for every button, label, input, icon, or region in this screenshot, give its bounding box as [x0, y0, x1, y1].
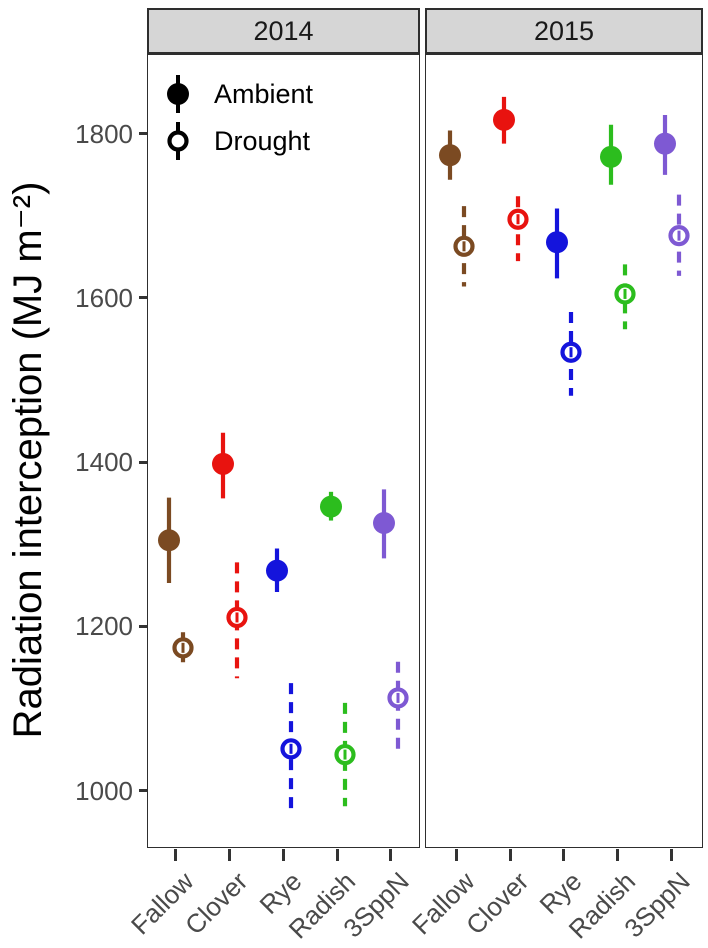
facet-strip-label: 2015 — [533, 15, 595, 46]
point-2014-3sppn-ambient — [373, 512, 395, 535]
facet-strip-label: 2014 — [253, 15, 314, 46]
legend-label-drought: Drought — [214, 125, 311, 156]
y-tick-mark — [139, 296, 147, 300]
y-tick-label: 1000 — [75, 775, 133, 806]
y-tick-label: 1200 — [75, 611, 133, 642]
point-2015-3sppn-ambient — [654, 132, 676, 155]
point-2015-radish-ambient — [600, 145, 622, 168]
facet-panel-2015 — [425, 54, 703, 848]
point-2014-fallow-ambient — [158, 529, 180, 552]
y-tick-mark — [139, 132, 147, 136]
facet-strip-2015: 2015 — [425, 8, 703, 54]
x-tick-mark — [561, 849, 565, 861]
point-2015-clover-ambient — [493, 108, 515, 131]
facet-panel-2014 — [147, 54, 420, 848]
x-tick-mark — [335, 849, 339, 861]
x-tick-mark — [615, 849, 619, 861]
x-tick-mark — [173, 849, 177, 861]
legend-item-drought: Drought — [163, 117, 310, 165]
x-tick-mark — [508, 849, 512, 861]
point-2014-radish-ambient — [320, 495, 342, 518]
ambient-pointrange-icon — [167, 75, 189, 113]
x-tick-label: Fallow — [405, 866, 481, 941]
y-tick-mark — [139, 624, 147, 628]
legend-item-ambient: Ambient — [163, 70, 313, 118]
x-tick-mark — [669, 849, 673, 861]
x-tick-mark — [281, 849, 285, 861]
panel-svg-2014 — [158, 432, 409, 813]
x-tick-label: Fallow — [124, 866, 200, 941]
y-tick-label: 1600 — [75, 282, 133, 313]
y-tick-label: 1800 — [75, 118, 133, 149]
x-tick-mark — [388, 849, 392, 861]
drought-pointrange-icon — [167, 122, 189, 160]
facet-strip-2014: 2014 — [147, 8, 420, 54]
y-tick-mark — [139, 789, 147, 793]
point-2015-rye-ambient — [546, 231, 568, 254]
y-tick-mark — [139, 460, 147, 464]
x-tick-mark — [227, 849, 231, 861]
legend-label-ambient: Ambient — [214, 78, 314, 109]
point-2015-fallow-ambient — [439, 144, 461, 167]
panel-svg-2015 — [439, 96, 690, 396]
x-tick-mark — [454, 849, 458, 861]
y-tick-label: 1400 — [75, 447, 133, 478]
point-2014-rye-ambient — [266, 559, 288, 582]
point-2014-clover-ambient — [212, 452, 234, 475]
